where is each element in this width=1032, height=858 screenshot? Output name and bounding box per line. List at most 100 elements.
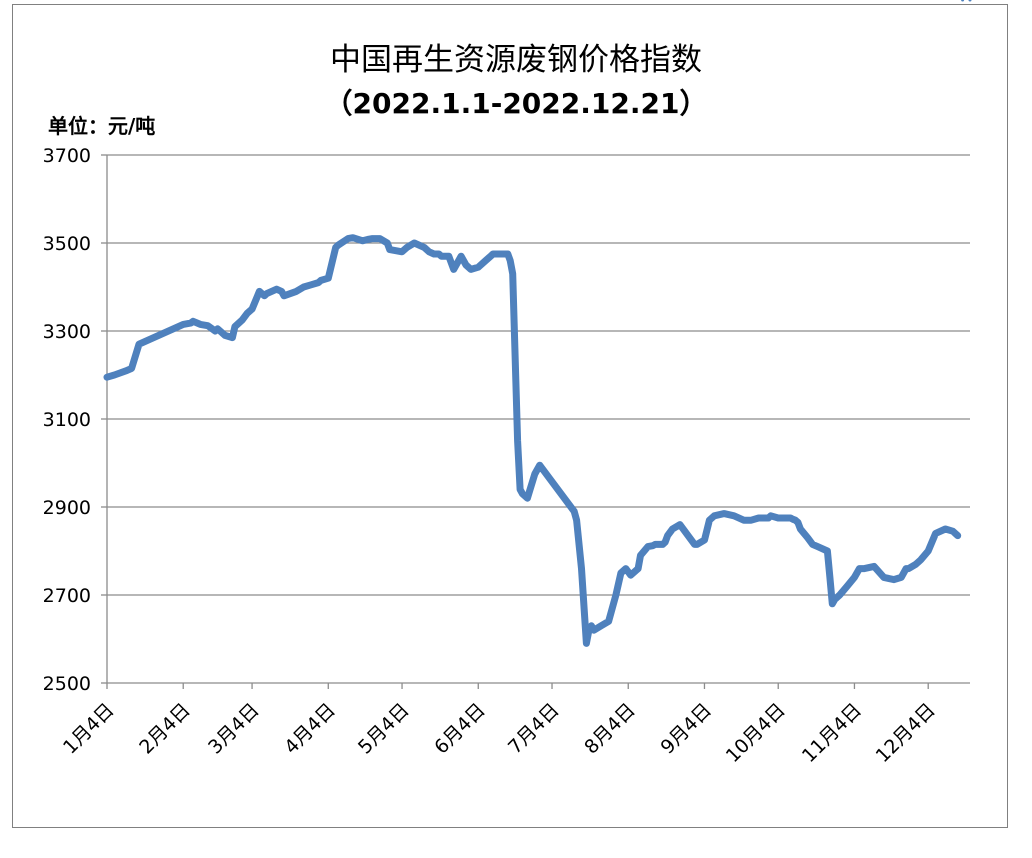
x-tick-label: 7月4日 [504,699,564,759]
data-point [316,281,320,285]
data-point [845,584,849,588]
data-point [862,567,866,571]
data-point [262,294,266,298]
data-point [191,319,195,323]
data-point [476,265,480,269]
x-tick-label: 1月4日 [59,699,119,759]
data-point [882,575,886,579]
data-point [484,259,488,263]
data-point [806,536,810,540]
data-point [240,318,244,322]
data-point [926,549,930,553]
data-point [572,509,576,513]
data-point [766,516,770,520]
data-point [294,289,298,293]
y-tick-label: 2500 [43,673,91,695]
data-point [828,575,832,579]
data-point [636,567,640,571]
data-point [793,518,797,522]
data-point [388,248,392,252]
data-point [757,516,761,520]
data-point [580,567,583,571]
y-tick-label: 2700 [43,585,91,607]
data-point [904,567,908,571]
data-point [309,283,313,287]
data-point [629,573,633,577]
x-tick-label: 12月4日 [872,699,940,767]
series-layer [103,0,972,647]
data-point [892,578,896,582]
y-tick-label: 2900 [43,497,91,519]
data-point [378,237,382,241]
data-point [432,252,436,256]
data-point [857,567,861,571]
data-point [282,294,286,298]
data-point [366,238,370,241]
chart-frame [12,4,1008,828]
data-point [639,553,642,557]
data-point [326,276,330,280]
data-point [351,236,355,240]
data-point [346,237,350,241]
data-point [599,624,603,628]
axes [106,155,929,689]
x-tick-label: 4月4日 [280,699,340,759]
data-point [437,252,441,256]
data-point [489,254,493,258]
chart-subtitle: （2022.1.1-2022.12.21） [324,87,708,120]
data-point [516,439,520,443]
data-point [707,518,711,522]
data-point [257,289,261,293]
data-point [371,237,374,241]
data-point [112,373,116,377]
data-point [130,366,134,370]
data-point [464,263,468,267]
data-point [447,254,451,258]
data-point [816,545,820,549]
data-point [181,322,185,326]
data-point [661,542,665,546]
data-point [361,239,365,243]
data-point [584,641,588,645]
data-point [830,602,834,606]
data-point [624,567,628,571]
data-point [732,514,736,518]
data-point [956,534,960,538]
data-point [336,243,340,247]
data-point [491,252,495,256]
data-point [934,531,938,535]
data-point [265,292,269,296]
data-point [521,492,524,496]
x-tick-label: 9月4日 [656,699,716,759]
data-point [919,558,923,562]
y-tick-label: 3700 [43,145,91,167]
x-tick-label: 6月4日 [430,699,490,759]
data-point [280,289,284,293]
data-point [508,259,512,263]
data-point [319,278,323,282]
x-tick-label: 5月4日 [354,699,414,759]
data-point [334,245,338,249]
data-point [575,518,579,522]
x-tick-label: 8月4日 [580,699,640,759]
data-point [811,542,815,546]
data-point [619,571,623,575]
unit-label: 单位：元/吨 [48,114,156,138]
data-point [798,527,802,531]
data-point [943,527,947,531]
data-point [189,321,193,325]
data-point [125,369,129,373]
data-point [233,325,237,329]
data-point [213,329,217,333]
data-point [712,514,716,518]
data-point [503,252,507,256]
data-point [651,544,655,548]
x-tick-label: 11月4日 [798,699,866,767]
data-point [506,252,510,256]
data-point [525,496,529,500]
y-tick-label: 3300 [43,321,91,343]
x-tick-labels: 1月4日 2月4日 3月4日 4月4日 5月4日 6月4日 7月4日 8月4日 9月4日 10月4… [59,699,940,767]
data-point [223,333,227,337]
data-point [587,628,591,632]
data-point [663,540,667,544]
